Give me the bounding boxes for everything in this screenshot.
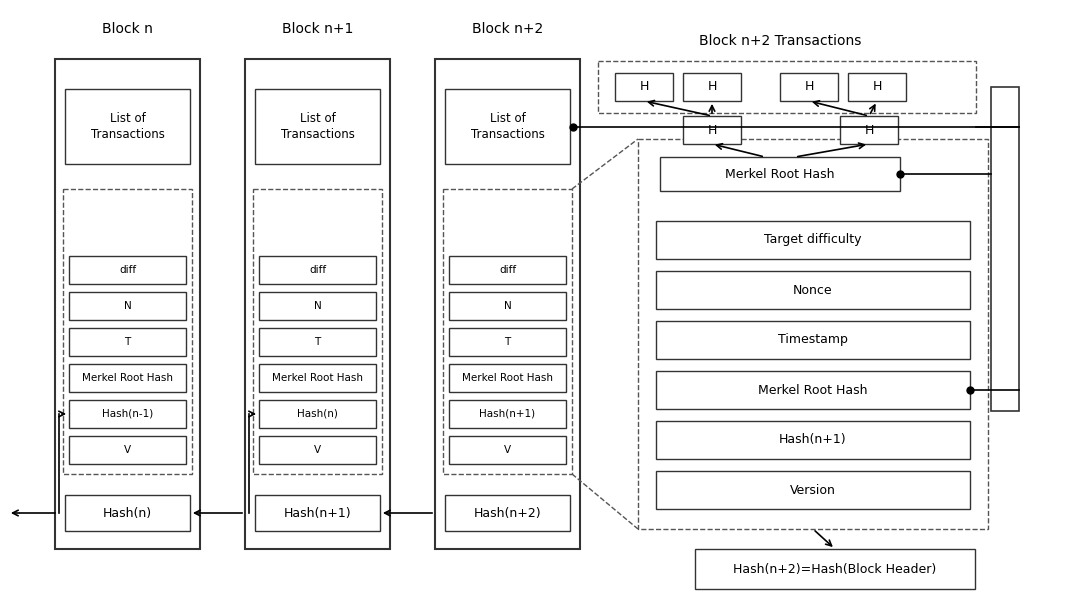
Text: H: H (864, 123, 874, 137)
Text: Block n+1: Block n+1 (282, 22, 353, 36)
Bar (656, 271, 970, 309)
Text: V: V (314, 445, 321, 455)
Bar (259, 400, 376, 428)
Bar (63, 189, 192, 474)
Bar (435, 59, 580, 549)
Text: H: H (707, 80, 717, 93)
Bar (449, 256, 566, 284)
Text: Merkel Root Hash: Merkel Root Hash (462, 373, 553, 383)
Bar (259, 328, 376, 356)
Text: List of
Transactions: List of Transactions (281, 113, 354, 141)
Text: N: N (123, 301, 132, 311)
Bar (255, 495, 380, 531)
Bar (259, 256, 376, 284)
Text: Hash(n+1): Hash(n+1) (779, 434, 847, 446)
Text: Timestamp: Timestamp (778, 334, 848, 346)
Bar (683, 116, 741, 144)
Text: Merkel Root Hash: Merkel Root Hash (758, 383, 867, 397)
Text: Target difficulty: Target difficulty (765, 234, 862, 247)
Text: Block n+2: Block n+2 (472, 22, 543, 36)
Text: T: T (124, 337, 131, 347)
Text: Hash(n): Hash(n) (103, 507, 152, 519)
Text: Merkel Root Hash: Merkel Root Hash (272, 373, 363, 383)
Bar (598, 61, 976, 113)
Bar (445, 495, 570, 531)
Bar (656, 471, 970, 509)
Bar (449, 436, 566, 464)
Text: H: H (805, 80, 813, 93)
Text: diff: diff (309, 265, 326, 275)
Bar (245, 59, 390, 549)
Text: H: H (873, 80, 881, 93)
Text: V: V (504, 445, 511, 455)
Bar (656, 321, 970, 359)
Bar (445, 89, 570, 164)
Text: Hash(n-1): Hash(n-1) (102, 409, 153, 419)
Text: V: V (124, 445, 131, 455)
Text: Hash(n+1): Hash(n+1) (284, 507, 351, 519)
Bar (65, 495, 190, 531)
Bar (259, 292, 376, 320)
Text: Block n: Block n (103, 22, 153, 36)
Bar (840, 116, 897, 144)
Text: Merkel Root Hash: Merkel Root Hash (82, 373, 173, 383)
Bar (69, 292, 186, 320)
Bar (638, 139, 988, 529)
Text: Nonce: Nonce (793, 283, 833, 297)
Bar (780, 73, 838, 101)
Bar (69, 328, 186, 356)
Text: Hash(n+2): Hash(n+2) (474, 507, 541, 519)
Text: T: T (314, 337, 321, 347)
Bar (65, 89, 190, 164)
Bar (69, 256, 186, 284)
Bar (449, 328, 566, 356)
Bar (443, 189, 572, 474)
Text: H: H (639, 80, 649, 93)
Bar (848, 73, 906, 101)
Bar (69, 364, 186, 392)
Text: Block n+2 Transactions: Block n+2 Transactions (699, 34, 861, 48)
Bar (253, 189, 382, 474)
Bar (449, 364, 566, 392)
Bar (55, 59, 200, 549)
Text: N: N (503, 301, 511, 311)
Bar (656, 421, 970, 459)
Bar (259, 364, 376, 392)
Text: diff: diff (119, 265, 136, 275)
Text: Version: Version (791, 483, 836, 497)
Bar (991, 87, 1020, 411)
Text: diff: diff (499, 265, 516, 275)
Text: Hash(n+1): Hash(n+1) (480, 409, 536, 419)
Text: T: T (504, 337, 511, 347)
Text: N: N (313, 301, 322, 311)
Text: Merkel Root Hash: Merkel Root Hash (726, 168, 835, 180)
Bar (656, 221, 970, 259)
Bar (615, 73, 673, 101)
Bar (656, 371, 970, 409)
Bar (259, 436, 376, 464)
Bar (449, 400, 566, 428)
Text: Hash(n): Hash(n) (297, 409, 338, 419)
Bar (69, 436, 186, 464)
Text: List of
Transactions: List of Transactions (91, 113, 164, 141)
Text: Hash(n+2)=Hash(Block Header): Hash(n+2)=Hash(Block Header) (733, 562, 936, 576)
Bar (683, 73, 741, 101)
Text: List of
Transactions: List of Transactions (471, 113, 544, 141)
Bar (449, 292, 566, 320)
Bar (660, 157, 900, 191)
Bar (69, 400, 186, 428)
Bar (696, 549, 975, 589)
Text: H: H (707, 123, 717, 137)
Bar (255, 89, 380, 164)
